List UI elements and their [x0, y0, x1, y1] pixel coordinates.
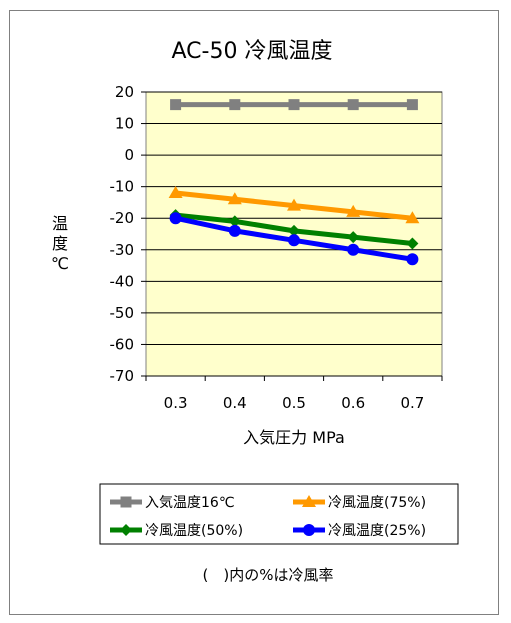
- x-tick-label: 0.7: [400, 394, 424, 412]
- data-point-3-4: [406, 253, 419, 266]
- x-tick-label: 0.4: [223, 394, 247, 412]
- x-tick-labels: 0.3 0.4 0.5 0.6 0.7: [164, 394, 425, 412]
- legend-entries: 入気温度16℃ 冷風温度(75%) 冷風温度(50%) 冷風温度(25%): [110, 495, 426, 539]
- legend-label-25: 冷風温度(25%): [328, 523, 426, 539]
- chart-title: AC-50 冷風温度: [172, 39, 333, 64]
- data-point-1-1: [227, 192, 242, 205]
- legend-label-inlet: 入気温度16℃: [145, 495, 235, 511]
- y-axis-label-char-1: 温: [52, 214, 68, 233]
- chart-frame: AC-50 冷風温度 20 10 0 -10 -20 -30 -40 -50 -60 -70 0.…: [9, 10, 499, 615]
- series-group: [168, 99, 420, 266]
- data-point-3-2: [288, 234, 300, 247]
- y-axis-label: 温 度 ℃: [51, 214, 69, 273]
- data-point-1-3: [346, 204, 361, 217]
- y-tick-label: -70: [110, 367, 135, 385]
- data-point-3-1: [228, 224, 241, 237]
- data-point-2-4: [406, 237, 419, 250]
- data-point-0-0: [170, 99, 182, 111]
- legend-swatch-marker-2: [120, 524, 132, 536]
- data-point-3-3: [347, 243, 360, 256]
- y-tick-labels: 20 10 0 -10 -20 -30 -40 -50 -60 -70: [110, 83, 135, 385]
- y-tick-label: -60: [110, 335, 135, 353]
- data-point-3-0: [169, 212, 182, 225]
- x-tick-label: 0.3: [164, 394, 188, 412]
- x-tick-label: 0.6: [341, 394, 365, 412]
- data-point-1-0: [168, 185, 183, 198]
- data-point-0-2: [288, 99, 300, 111]
- data-point-0-4: [406, 99, 418, 111]
- legend: [99, 483, 459, 545]
- x-tick-label: 0.5: [282, 394, 306, 412]
- chart: AC-50 冷風温度 20 10 0 -10 -20 -30 -40 -50 -60 -70 0.…: [51, 39, 459, 584]
- y-tick-label: 10: [115, 115, 134, 133]
- y-tick-label: -20: [110, 209, 135, 227]
- data-point-2-2: [288, 224, 300, 237]
- data-point-0-1: [229, 99, 241, 111]
- y-tick-label: -40: [110, 272, 135, 290]
- y-tick-label: 0: [124, 146, 134, 164]
- legend-swatch-marker-1: [302, 495, 316, 507]
- data-point-1-2: [287, 198, 301, 211]
- legend-label-75: 冷風温度(75%): [328, 495, 426, 511]
- data-point-0-3: [347, 99, 359, 111]
- legend-swatch-marker-3: [303, 524, 315, 536]
- data-point-1-4: [405, 211, 420, 224]
- y-tick-label: 20: [115, 83, 134, 101]
- data-point-2-3: [347, 231, 360, 244]
- legend-label-50: 冷風温度(50%): [145, 523, 243, 539]
- y-tick-label: -10: [110, 178, 135, 196]
- y-axis-label-char-2: 度: [52, 234, 68, 253]
- data-point-2-1: [228, 215, 241, 228]
- note-text: ( )内の%は冷風率: [203, 566, 334, 584]
- y-axis-label-char-3: ℃: [51, 254, 69, 273]
- y-tick-label: -30: [110, 241, 135, 259]
- x-axis-label: 入気圧力 MPa: [243, 428, 345, 447]
- y-tick-label: -50: [110, 304, 135, 322]
- legend-swatch-marker-0: [120, 496, 132, 508]
